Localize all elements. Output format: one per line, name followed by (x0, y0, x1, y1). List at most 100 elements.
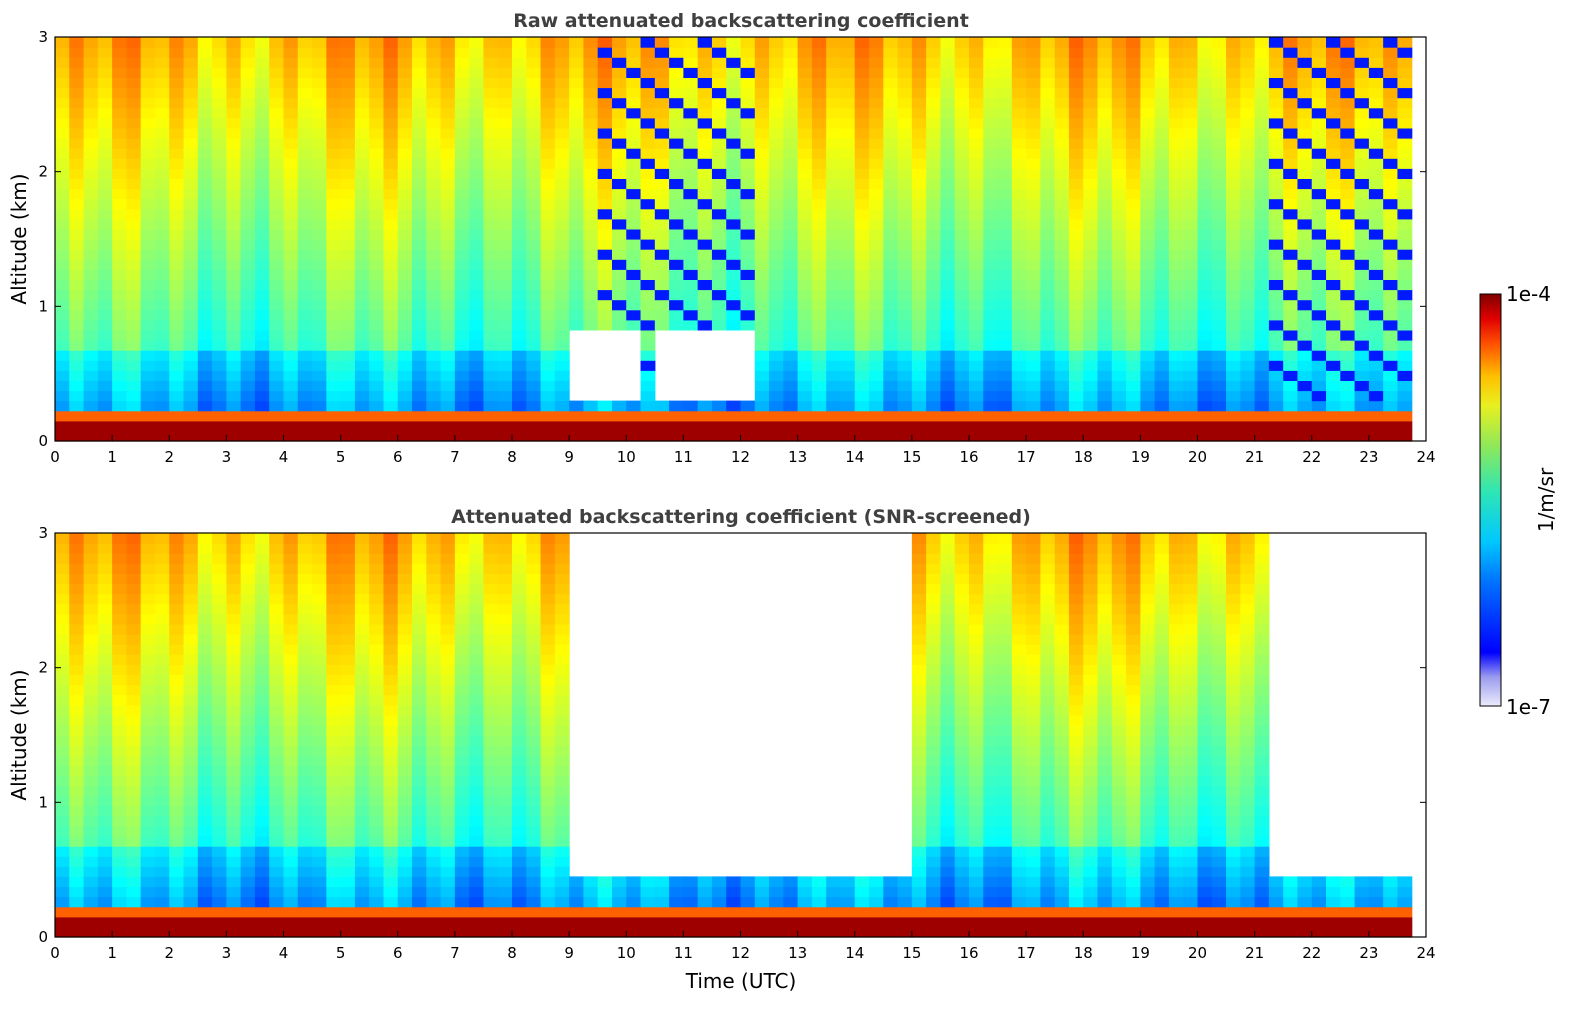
heatmap-cell (611, 148, 627, 159)
heatmap-cell (340, 228, 356, 240)
heatmap-cell (1083, 289, 1099, 301)
heatmap-cell (897, 329, 913, 341)
heatmap-cell (112, 47, 128, 58)
heatmap-cell (426, 158, 442, 169)
heatmap-cell (1054, 319, 1070, 331)
heatmap-cell (383, 218, 399, 230)
heatmap-cell (1226, 380, 1241, 392)
heatmap-cell (140, 380, 156, 392)
heatmap-cell (1054, 430, 1070, 442)
heatmap-cell (726, 158, 742, 169)
heatmap-cell (240, 714, 256, 726)
heatmap-cell (112, 319, 128, 331)
heatmap-cell (183, 269, 199, 280)
heatmap-cell (340, 664, 356, 675)
heatmap-cell (183, 228, 199, 240)
heatmap-cell (269, 309, 285, 321)
heatmap-cell (354, 866, 370, 877)
heatmap-cell (97, 856, 113, 867)
heatmap-cell (983, 107, 999, 119)
heatmap-cell (369, 684, 385, 696)
heatmap-cell (711, 319, 727, 331)
heatmap-cell (369, 735, 385, 746)
heatmap-cell (340, 249, 356, 260)
heatmap-cell (969, 218, 984, 230)
heatmap-cell (169, 87, 185, 99)
heatmap-cell (597, 228, 613, 240)
heatmap-cell (683, 198, 699, 210)
heatmap-cell (1097, 259, 1113, 270)
heatmap-cell (1383, 208, 1399, 220)
heatmap-cell (283, 329, 299, 341)
heatmap-cell (540, 259, 556, 270)
heatmap-cell (754, 309, 770, 321)
heatmap-cell (154, 87, 170, 99)
heatmap-cell (711, 47, 727, 58)
heatmap-cell (369, 410, 385, 422)
heatmap-cell (769, 158, 784, 169)
heatmap-cell (97, 279, 113, 291)
heatmap-cell (383, 906, 399, 918)
heatmap-cell (1068, 188, 1084, 200)
heatmap-cell (312, 127, 327, 139)
heatmap-cell (226, 370, 242, 381)
heatmap-cell (711, 400, 727, 412)
heatmap-cell (397, 815, 413, 827)
heatmap-cell (326, 906, 342, 918)
heatmap-cell (1368, 57, 1384, 68)
heatmap-cell (183, 785, 199, 797)
heatmap-cell (1226, 37, 1241, 48)
heatmap-cell (212, 340, 227, 351)
heatmap-cell (769, 249, 784, 260)
heatmap-cell (1354, 57, 1370, 68)
heatmap-cell (340, 178, 356, 190)
heatmap-cell (169, 319, 185, 331)
heatmap-cell (1240, 249, 1256, 260)
heatmap-cell (1168, 77, 1184, 89)
heatmap-cell (112, 299, 128, 311)
heatmap-cell (897, 107, 913, 119)
heatmap-cell (397, 836, 413, 847)
heatmap-cell (154, 755, 170, 766)
heatmap-cell (454, 846, 470, 857)
heatmap-cell (911, 37, 927, 48)
heatmap-cell (312, 674, 327, 686)
heatmap-cell (1083, 57, 1099, 68)
heatmap-cell (126, 603, 142, 615)
heatmap-cell (640, 138, 656, 149)
heatmap-cell (283, 259, 299, 270)
heatmap-cell (397, 906, 413, 918)
heatmap-cell (340, 158, 356, 169)
heatmap-cell (383, 724, 399, 736)
heatmap-cell (312, 269, 327, 280)
heatmap-cell (1368, 269, 1384, 280)
heatmap-cell (269, 634, 285, 645)
heatmap-cell (1340, 410, 1356, 422)
heatmap-cell (369, 158, 385, 169)
heatmap-cell (154, 623, 170, 635)
heatmap-cell (769, 299, 784, 311)
heatmap-cell (1397, 390, 1413, 402)
heatmap-cell (426, 906, 442, 918)
heatmap-cell (69, 350, 85, 361)
heatmap-cell (1397, 309, 1413, 321)
heatmap-cell (469, 674, 485, 686)
heatmap-cell (1268, 218, 1284, 230)
heatmap-cell (126, 340, 142, 351)
heatmap-cell (69, 97, 85, 109)
heatmap-cell (911, 218, 927, 230)
heatmap-cell (483, 420, 499, 432)
heatmap-cell (1226, 57, 1241, 68)
heatmap-cell (754, 188, 770, 200)
heatmap-cell (140, 107, 156, 119)
heatmap-cell (740, 319, 756, 331)
x-tick-label: 21 (1245, 448, 1264, 466)
heatmap-cell (440, 543, 456, 554)
heatmap-cell (397, 613, 413, 625)
heatmap-cell (1240, 67, 1256, 78)
heatmap-cell (454, 654, 470, 665)
heatmap-cell (126, 299, 142, 311)
heatmap-cell (354, 188, 370, 200)
heatmap-cell (883, 178, 899, 190)
heatmap-cell (969, 390, 984, 402)
